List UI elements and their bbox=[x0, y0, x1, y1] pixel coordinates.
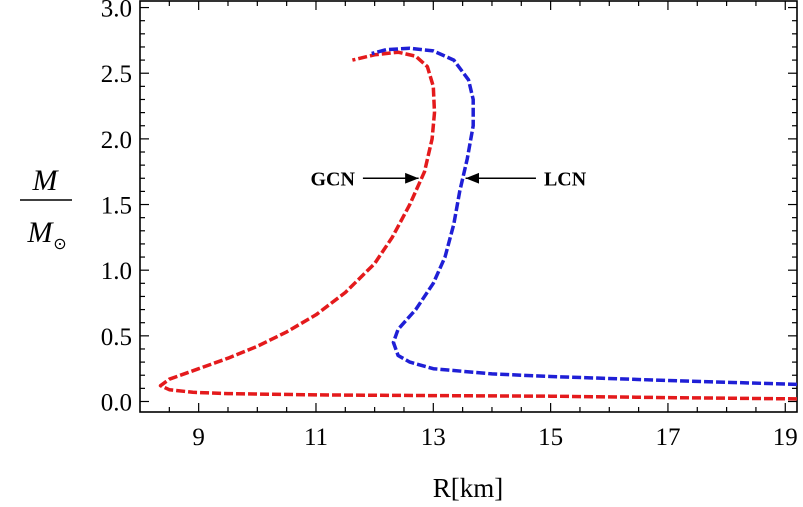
annotation-label-gcn: GCN bbox=[310, 168, 355, 190]
x-tick-label: 9 bbox=[192, 424, 205, 451]
y-axis-label-subscript: ⊙ bbox=[53, 234, 66, 253]
y-tick-label: 1.5 bbox=[101, 193, 132, 220]
x-tick-label: 19 bbox=[773, 424, 798, 451]
y-tick-label: 3.0 bbox=[101, 0, 132, 23]
series-line-lcn bbox=[371, 46, 798, 387]
x-tick-label: 11 bbox=[304, 424, 328, 451]
annotation-layer: GCN LCN bbox=[310, 168, 586, 190]
annotation-label-lcn: LCN bbox=[544, 168, 587, 190]
y-tick-label: 2.5 bbox=[101, 61, 132, 88]
ticks-layer: 9 11 13 15 17 19 0.0 0.5 1.0 1.5 2.0 2.5 3.0 bbox=[101, 0, 798, 451]
y-axis-label-denominator: M bbox=[27, 216, 55, 249]
y-axis-label: M M ⊙ bbox=[20, 164, 72, 253]
y-tick-label: 0.0 bbox=[101, 389, 132, 416]
series-line-gcn bbox=[158, 50, 798, 401]
x-tick-label: 13 bbox=[421, 424, 446, 451]
y-tick-label: 0.5 bbox=[101, 324, 132, 351]
x-tick-label: 17 bbox=[655, 424, 680, 451]
x-tick-label: 15 bbox=[538, 424, 563, 451]
x-axis-label: R[km] bbox=[433, 473, 504, 503]
series-layer bbox=[158, 46, 798, 401]
plot-frame bbox=[139, 0, 798, 413]
y-axis-label-numerator: M bbox=[32, 164, 60, 197]
y-tick-label: 1.0 bbox=[101, 258, 132, 285]
y-tick-label: 2.0 bbox=[101, 127, 132, 154]
